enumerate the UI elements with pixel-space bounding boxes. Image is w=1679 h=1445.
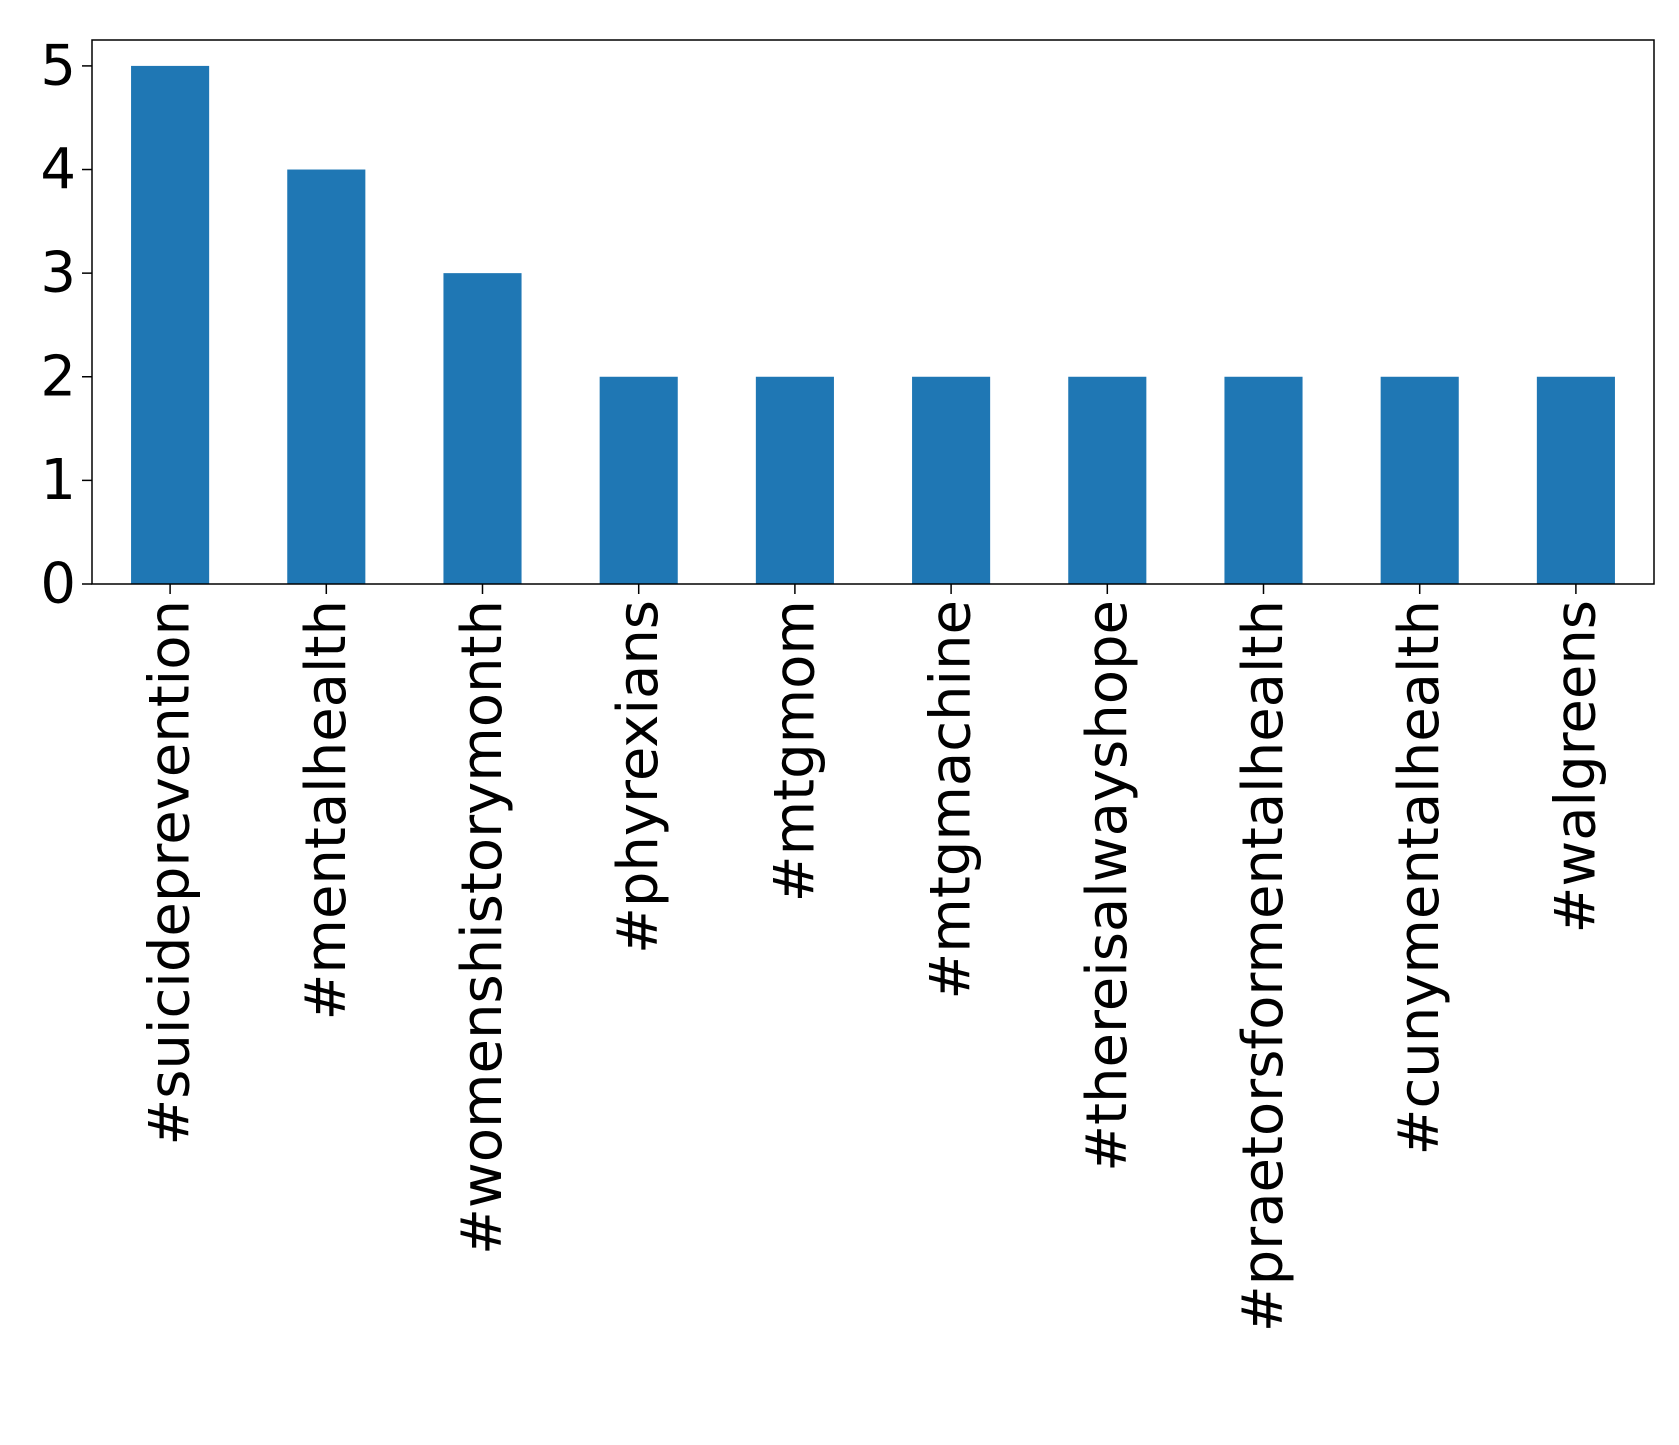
x-tick-label: #womenshistorymonth (450, 600, 515, 1255)
x-tick-label: #thereisalwayshope (1075, 600, 1140, 1172)
bar-womenshistorymonth (443, 273, 522, 584)
bar-walgreens (1536, 376, 1615, 584)
x-tick-label: #mentalhealth (294, 600, 359, 1021)
y-tick-label: 1 (40, 448, 76, 513)
bar-mtgmachine (912, 376, 991, 584)
x-tick-label: #walgreens (1543, 600, 1608, 934)
plot-frame (91, 39, 1655, 585)
x-tick-label: #cunymentalhealth (1387, 600, 1452, 1155)
x-axis: #suicideprevention #mentalhealth #womenshi… (138, 584, 1608, 1332)
y-axis: 0 1 2 3 4 5 (40, 33, 92, 617)
y-tick-label: 4 (40, 137, 76, 202)
bar-mentalhealth (287, 169, 366, 584)
x-tick-label: #mtgmom (762, 600, 827, 902)
bars-group (131, 65, 1615, 584)
y-tick-label: 2 (40, 344, 76, 409)
y-tick-label: 0 (40, 552, 76, 617)
x-tick-label: #mtgmachine (919, 600, 984, 1000)
bar-thereisalwayshope (1068, 376, 1147, 584)
y-tick-label: 5 (40, 33, 76, 98)
bar-mtgmom (755, 376, 834, 584)
x-tick-label: #praetorsformentalhealth (1231, 600, 1296, 1332)
bar-suicideprevention (131, 65, 210, 584)
x-tick-label: #suicideprevention (138, 600, 203, 1146)
x-tick-label: #phyrexians (606, 600, 671, 954)
y-tick-label: 3 (40, 241, 76, 306)
bar-phyrexians (599, 376, 678, 584)
bar-praetorsformentalhealth (1224, 376, 1303, 584)
bar-cunymentalhealth (1380, 376, 1459, 584)
